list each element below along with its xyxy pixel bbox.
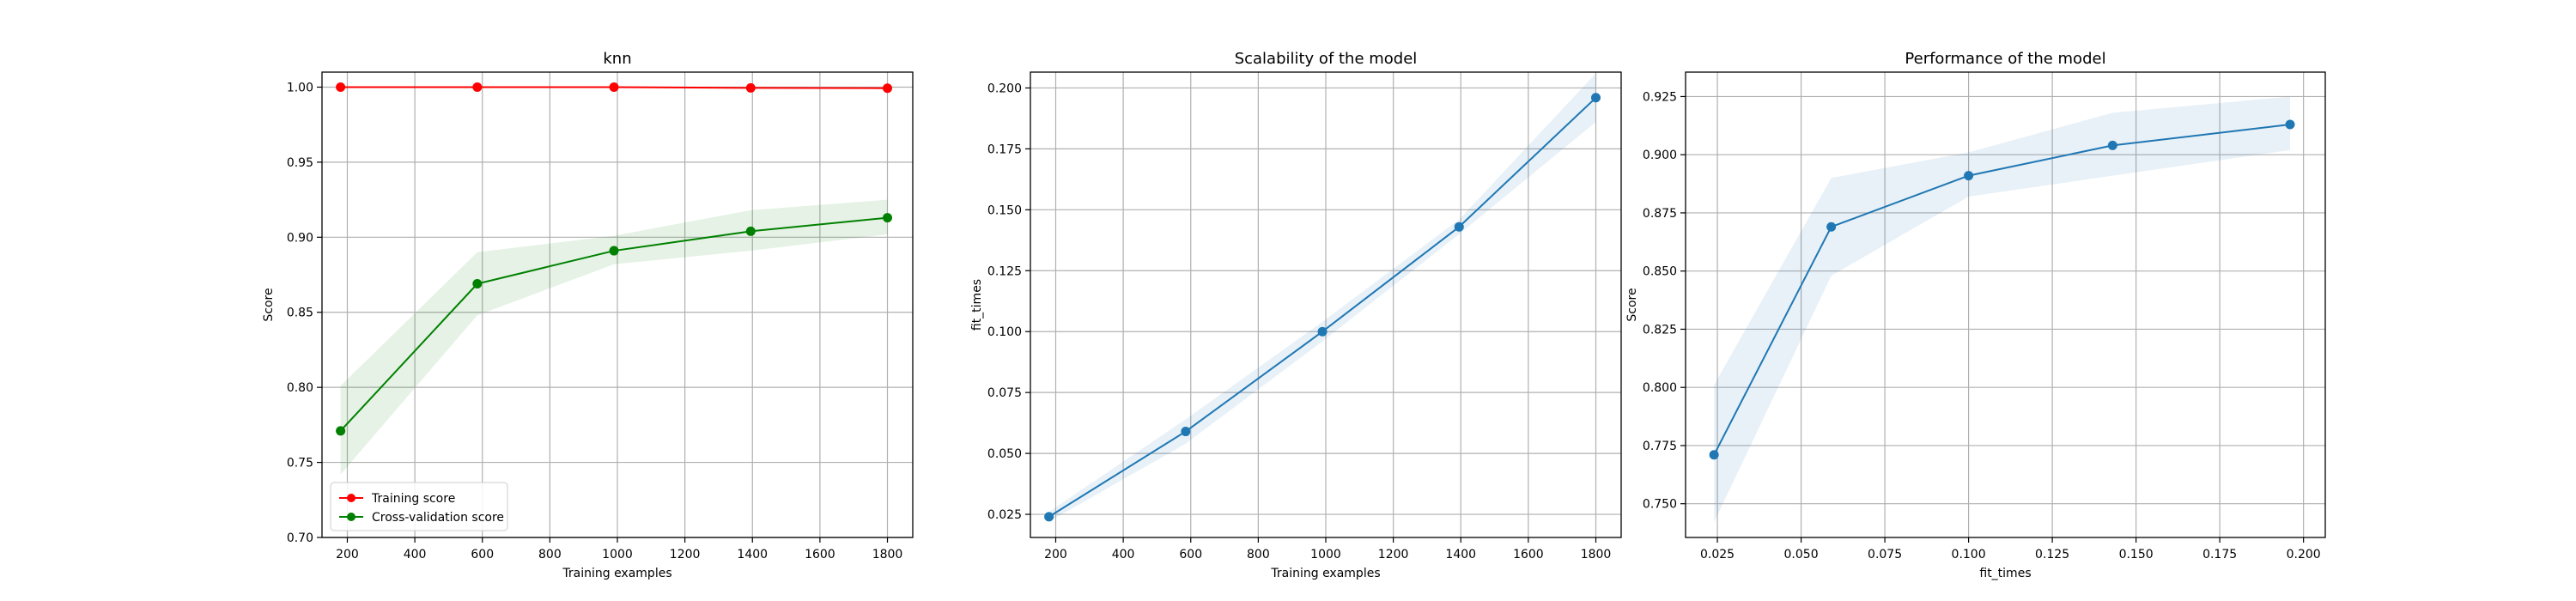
- y-tick-label: 0.750: [1643, 498, 1677, 512]
- x-tick-label: 400: [1112, 548, 1135, 562]
- y-tick-label: 0.875: [1643, 207, 1677, 221]
- x-axis-label: Training examples: [1270, 567, 1380, 580]
- data-point: [883, 83, 893, 94]
- confidence-band-1: [1714, 96, 2291, 523]
- x-tick-label: 200: [336, 548, 359, 562]
- y-tick-label: 0.85: [287, 307, 313, 320]
- data-point: [2285, 119, 2295, 130]
- data-point: [609, 246, 619, 256]
- y-tick-label: 0.025: [987, 508, 1022, 522]
- y-tick-label: 0.200: [987, 82, 1022, 95]
- x-tick-label: 600: [471, 548, 494, 562]
- chart-panel-2: 200 400 600 800 1000 1200 1400 1600 1800 0.025 0.0…: [970, 50, 1622, 580]
- y-tick-label: 0.825: [1643, 323, 1677, 337]
- confidence-band-2: [340, 199, 888, 475]
- y-tick-label: 0.800: [1643, 381, 1677, 395]
- data-point: [1454, 222, 1464, 232]
- x-tick-label: 0.125: [2035, 548, 2069, 562]
- x-tick-label: 1000: [1310, 548, 1341, 562]
- x-tick-label: 0.025: [1700, 548, 1735, 562]
- chart-title: knn: [603, 50, 631, 68]
- x-tick-label: 0.100: [1952, 548, 1986, 562]
- data-point: [745, 82, 756, 93]
- x-tick-label: 0.175: [2202, 548, 2237, 562]
- data-point: [609, 82, 619, 92]
- chart-title: Scalability of the model: [1235, 50, 1418, 68]
- x-tick-label: 1400: [1445, 548, 1476, 562]
- chart-panel-3: 0.025 0.050 0.075 0.100 0.125 0.150 0.175 0.200…: [1625, 50, 2326, 580]
- plot-frame: [1685, 71, 2326, 538]
- y-axis-label: Score: [1625, 288, 1639, 321]
- x-axis-label: Training examples: [562, 567, 671, 580]
- y-tick-label: 0.75: [287, 457, 313, 470]
- x-tick-label: 1400: [737, 548, 768, 562]
- data-point: [336, 426, 346, 436]
- y-tick-label: 0.075: [987, 386, 1022, 400]
- x-tick-label: 800: [538, 548, 562, 562]
- data-point: [1044, 512, 1054, 522]
- chart-title: Performance of the model: [1905, 50, 2105, 68]
- data-point: [883, 213, 893, 223]
- y-tick-label: 0.125: [987, 264, 1022, 278]
- y-axis-label: fit_times: [970, 279, 984, 331]
- data-point: [1826, 222, 1837, 232]
- data-point: [336, 82, 346, 92]
- y-tick-label: 0.80: [287, 381, 313, 395]
- chart-panel-1: 200 400 600 800 1000 1200 1400 1600 1800 0.70 0.75…: [262, 50, 914, 580]
- y-tick-label: 0.90: [287, 231, 313, 245]
- y-tick-label: 0.100: [987, 325, 1022, 339]
- y-tick-label: 0.050: [987, 447, 1022, 461]
- data-point: [1317, 326, 1327, 337]
- legend-box: [330, 482, 508, 531]
- x-tick-label: 1000: [602, 548, 633, 562]
- y-tick-label: 0.175: [987, 143, 1022, 156]
- data-point: [1591, 93, 1601, 103]
- x-tick-label: 1200: [1378, 548, 1409, 562]
- data-point: [745, 226, 756, 236]
- legend: Training score Cross-validation score: [330, 482, 508, 531]
- data-point: [472, 82, 483, 92]
- x-tick-label: 1600: [1513, 548, 1544, 562]
- y-tick-label: 0.150: [987, 203, 1022, 217]
- confidence-band-1: [1048, 73, 1596, 522]
- y-tick-label: 0.850: [1643, 265, 1677, 279]
- x-tick-label: 0.075: [1868, 548, 1902, 562]
- x-tick-label: 0.200: [2287, 548, 2321, 562]
- x-tick-label: 200: [1044, 548, 1067, 562]
- x-tick-label: 1600: [805, 548, 835, 562]
- legend-label: Training score: [371, 492, 455, 506]
- y-tick-label: 0.900: [1643, 149, 1677, 162]
- y-axis-label: Score: [262, 288, 276, 321]
- y-tick-label: 1.00: [287, 81, 313, 94]
- y-tick-label: 0.925: [1643, 90, 1677, 104]
- data-point: [1709, 450, 1719, 460]
- x-tick-label: 0.150: [2119, 548, 2154, 562]
- y-tick-label: 0.775: [1643, 440, 1677, 453]
- x-tick-label: 1200: [670, 548, 701, 562]
- x-tick-label: 1800: [1581, 548, 1612, 562]
- data-point: [1181, 427, 1191, 437]
- legend-swatch-marker: [347, 513, 355, 521]
- x-axis-label: fit_times: [1979, 567, 2031, 580]
- legend-label: Cross-validation score: [372, 511, 504, 525]
- x-tick-label: 600: [1179, 548, 1202, 562]
- x-tick-label: 400: [404, 548, 427, 562]
- legend-swatch-marker: [347, 494, 355, 502]
- y-tick-label: 0.95: [287, 156, 313, 170]
- y-tick-label: 0.70: [287, 531, 313, 545]
- x-tick-label: 1800: [872, 548, 903, 562]
- data-point: [472, 279, 483, 289]
- data-point: [1964, 171, 1974, 181]
- x-tick-label: 0.050: [1784, 548, 1819, 562]
- data-point: [2107, 140, 2117, 150]
- x-tick-label: 800: [1247, 548, 1270, 562]
